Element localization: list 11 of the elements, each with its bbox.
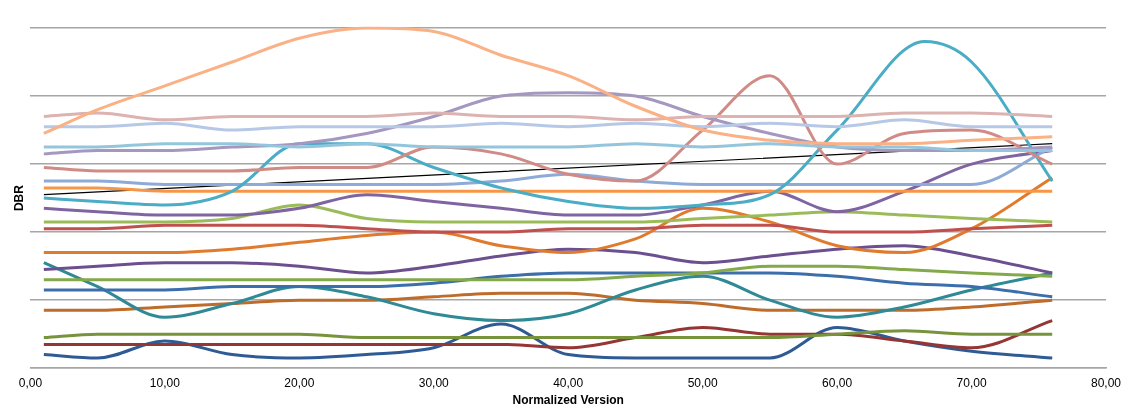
y-axis-title: DBR: [11, 184, 26, 212]
x-tick-label: 20,00: [284, 375, 315, 390]
x-tick-label: 80,00: [1090, 375, 1122, 390]
x-tick-label: 60,00: [822, 375, 853, 390]
x-tick-label: 70,00: [956, 375, 987, 390]
x-tick-label: 30,00: [418, 375, 450, 390]
x-tick-label: 50,00: [687, 375, 718, 390]
x-tick-label: 40,00: [553, 375, 584, 390]
x-axis-title: Normalized Version: [512, 393, 624, 408]
x-tick-label: 10,00: [149, 375, 181, 390]
x-tick-label: 0,00: [18, 375, 43, 390]
